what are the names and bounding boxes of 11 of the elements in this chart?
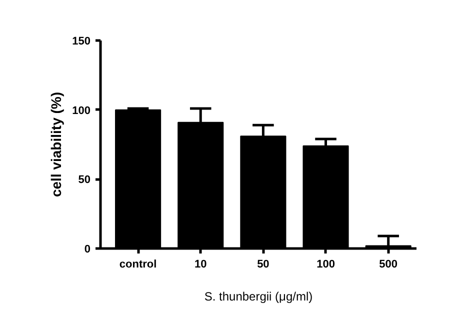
y-tick-label: 0: [84, 244, 91, 256]
y-tick-label: 150: [72, 36, 91, 48]
x-tick-label: 100: [316, 258, 335, 270]
y-axis-title: cell viability (%): [48, 92, 64, 198]
x-tick-label: 50: [257, 258, 270, 270]
x-axis-title: S. thunbergii (μg/ml): [204, 290, 313, 304]
x-tick-label: 10: [194, 258, 207, 270]
y-tick-label: 100: [72, 104, 91, 117]
y-tick-label: 50: [78, 174, 91, 186]
x-tick-label: control: [119, 258, 157, 270]
x-tick-label: 500: [379, 258, 398, 270]
